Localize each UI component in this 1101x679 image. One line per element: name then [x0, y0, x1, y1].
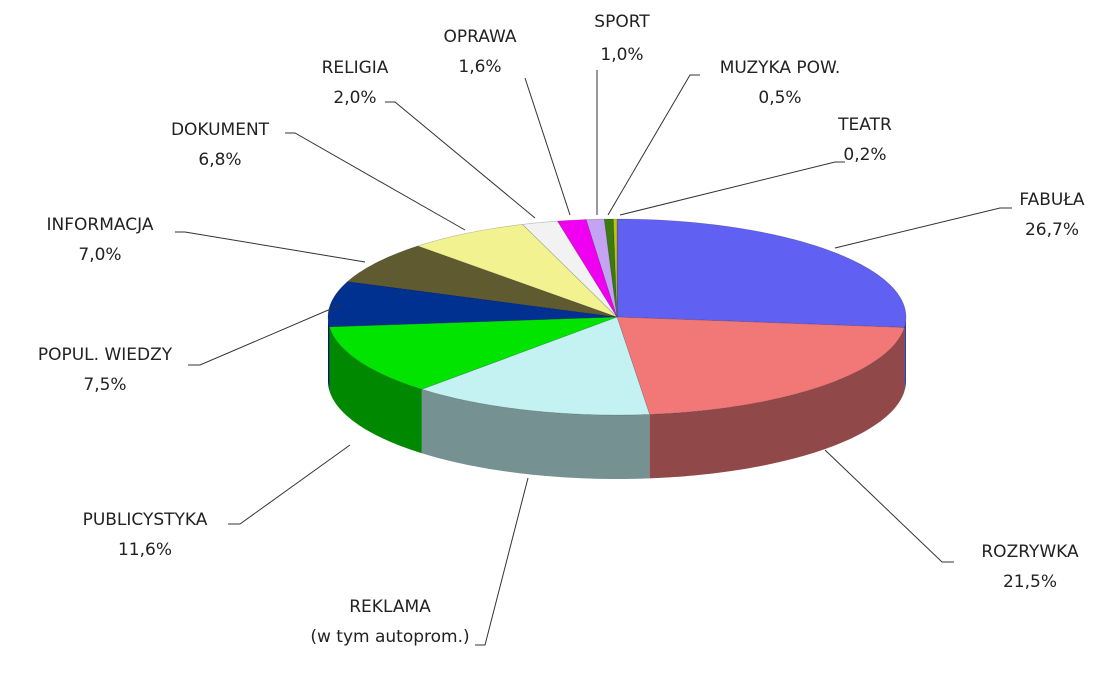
value-label: 26,7% [1025, 220, 1079, 240]
value-label: 1,0% [600, 45, 643, 65]
value-label: 7,0% [78, 245, 121, 265]
leader-line [524, 77, 571, 216]
slice [420, 316, 651, 416]
slice-side [329, 326, 422, 454]
slice-label: POPUL. WIEDZY [38, 345, 173, 365]
slice [616, 316, 905, 415]
slice-label: REKLAMA (w tym autoprom.) [310, 597, 469, 647]
slice-side [421, 389, 650, 479]
slice-label: FABUŁA [1019, 190, 1085, 210]
leader-line [607, 74, 700, 216]
value-label: 11,6% [118, 540, 172, 560]
leader-line [175, 231, 366, 263]
leader-line [834, 207, 1012, 249]
slice-label-line: REKLAMA [349, 597, 431, 617]
slice-label: INFORMACJA [47, 215, 154, 235]
leader-line [619, 161, 845, 216]
leader-line [475, 477, 529, 646]
value-label: 2,0% [333, 88, 376, 108]
slice-label: RELIGIA [322, 58, 389, 78]
value-label: 7,5% [83, 375, 126, 395]
slice [521, 220, 618, 318]
slice [616, 218, 907, 328]
slice-side [328, 317, 330, 391]
leader-line [228, 444, 351, 525]
slice-label: SPORT [594, 12, 650, 32]
slice [585, 218, 618, 318]
slice [613, 218, 618, 318]
slice [346, 245, 618, 318]
value-label: 1,6% [458, 57, 501, 77]
slice-label: DOKUMENT [171, 120, 270, 140]
slice [329, 316, 618, 390]
slice [327, 281, 618, 328]
slice-label: TEATR [837, 115, 892, 135]
slice-side [649, 327, 905, 479]
slice-label: OPRAWA [444, 27, 517, 47]
slice-label-line: (w tym autoprom.) [310, 627, 469, 647]
value-label: 0,5% [758, 88, 801, 108]
value-label: 0,2% [843, 145, 886, 165]
slice-label: ROZRYWKA [981, 542, 1079, 562]
slice [416, 224, 618, 318]
value-label: 21,5% [1003, 572, 1057, 592]
slice-label: MUZYKA POW. [720, 58, 841, 78]
leader-line [188, 304, 341, 366]
slice [603, 218, 618, 318]
slice [556, 219, 618, 318]
leader-line [385, 101, 536, 219]
value-label: 6,8% [198, 150, 241, 170]
leader-line [285, 132, 466, 231]
slice-label: PUBLICYSTYKA [83, 510, 208, 530]
slice-side [904, 317, 906, 392]
leader-line [824, 449, 954, 563]
